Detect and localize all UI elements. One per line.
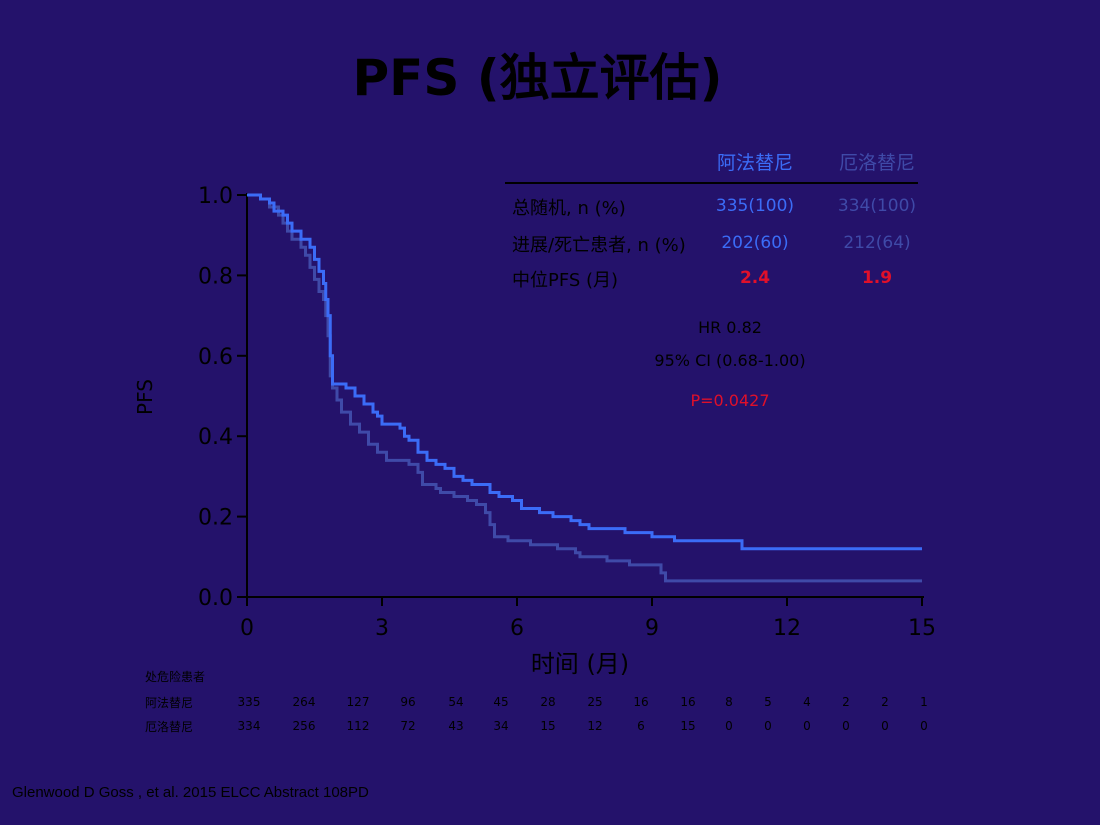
risk-value: 0 (725, 719, 733, 733)
x-tick-label: 15 (908, 616, 936, 641)
x-tick-label: 6 (510, 616, 524, 641)
header-erlotinib: 厄洛替尼 (838, 152, 915, 174)
risk-value: 2 (881, 695, 889, 709)
risk-value: 28 (540, 695, 556, 709)
row-label-randomized: 总随机, n (%) (512, 198, 626, 219)
risk-value: 25 (587, 695, 603, 709)
y-axis-label: PFS (133, 379, 157, 415)
y-axis: 0.0 0.2 0.4 0.6 0.8 1.0 (198, 184, 248, 611)
page-title: PFS (独立评估) (352, 49, 723, 107)
y-tick-label: 0.4 (198, 425, 233, 450)
risk-value: 112 (346, 719, 370, 733)
cell-median-afatinib: 2.4 (739, 268, 771, 288)
header-afatinib: 阿法替尼 (716, 152, 793, 174)
risk-value: 0 (920, 719, 928, 733)
risk-value: 334 (237, 719, 261, 733)
risk-value: 5 (764, 695, 772, 709)
row-label-events: 进展/死亡患者, n (%) (512, 235, 686, 256)
risk-value: 72 (400, 719, 416, 733)
x-axis: 0 3 6 9 12 15 (240, 596, 936, 641)
risk-value: 43 (448, 719, 464, 733)
risk-value: 264 (292, 695, 316, 709)
risk-value: 12 (587, 719, 603, 733)
risk-value: 1 (920, 695, 928, 709)
x-tick-label: 9 (645, 616, 659, 641)
y-tick-label: 0.0 (198, 586, 233, 611)
row-label-median-pfs: 中位PFS (月) (512, 270, 619, 291)
cell-randomized-afatinib: 335(100) (715, 196, 795, 216)
x-axis-label: 时间 (月) (531, 650, 629, 678)
risk-value: 4 (803, 695, 811, 709)
risk-value: 15 (540, 719, 556, 733)
risk-value: 15 (680, 719, 696, 733)
table-rule (505, 182, 918, 184)
risk-value: 335 (237, 695, 261, 709)
risk-value: 16 (633, 695, 649, 709)
risk-value: 34 (493, 719, 509, 733)
y-tick-label: 0.2 (198, 506, 233, 531)
risk-row-label-afatinib: 阿法替尼 (145, 696, 194, 710)
km-curve-afatinib (247, 193, 922, 551)
risk-value: 54 (448, 695, 464, 709)
cell-events-afatinib: 202(60) (721, 233, 789, 253)
hazard-ratio: HR 0.82 (698, 318, 762, 337)
cell-median-erlotinib: 1.9 (861, 268, 893, 288)
cell-randomized-erlotinib: 334(100) (837, 196, 917, 216)
risk-value: 0 (842, 719, 850, 733)
y-tick-label: 1.0 (198, 184, 233, 209)
x-tick-label: 0 (240, 616, 254, 641)
risk-value: 2 (842, 695, 850, 709)
citation: Glenwood D Goss , et al. 2015 ELCC Abstr… (12, 784, 369, 801)
y-tick-label: 0.8 (198, 264, 233, 289)
risk-row-label-erlotinib: 厄洛替尼 (145, 720, 194, 734)
risk-value: 0 (764, 719, 772, 733)
km-curves (247, 193, 922, 583)
risk-table-title: 处危险患者 (145, 670, 206, 684)
risk-value: 0 (803, 719, 811, 733)
risk-value: 0 (881, 719, 889, 733)
risk-value: 96 (400, 695, 416, 709)
y-tick-label: 0.6 (198, 345, 233, 370)
km-curve-erlotinib (247, 193, 922, 583)
confidence-interval: 95% CI (0.68-1.00) (654, 351, 806, 370)
risk-value: 45 (493, 695, 509, 709)
cell-events-erlotinib: 212(64) (843, 233, 911, 253)
risk-value: 256 (292, 719, 316, 733)
risk-value: 127 (346, 695, 370, 709)
risk-value: 6 (637, 719, 645, 733)
x-tick-label: 12 (773, 616, 801, 641)
risk-value: 8 (725, 695, 733, 709)
x-tick-label: 3 (375, 616, 389, 641)
risk-value: 16 (680, 695, 696, 709)
p-value: P=0.0427 (690, 391, 770, 410)
